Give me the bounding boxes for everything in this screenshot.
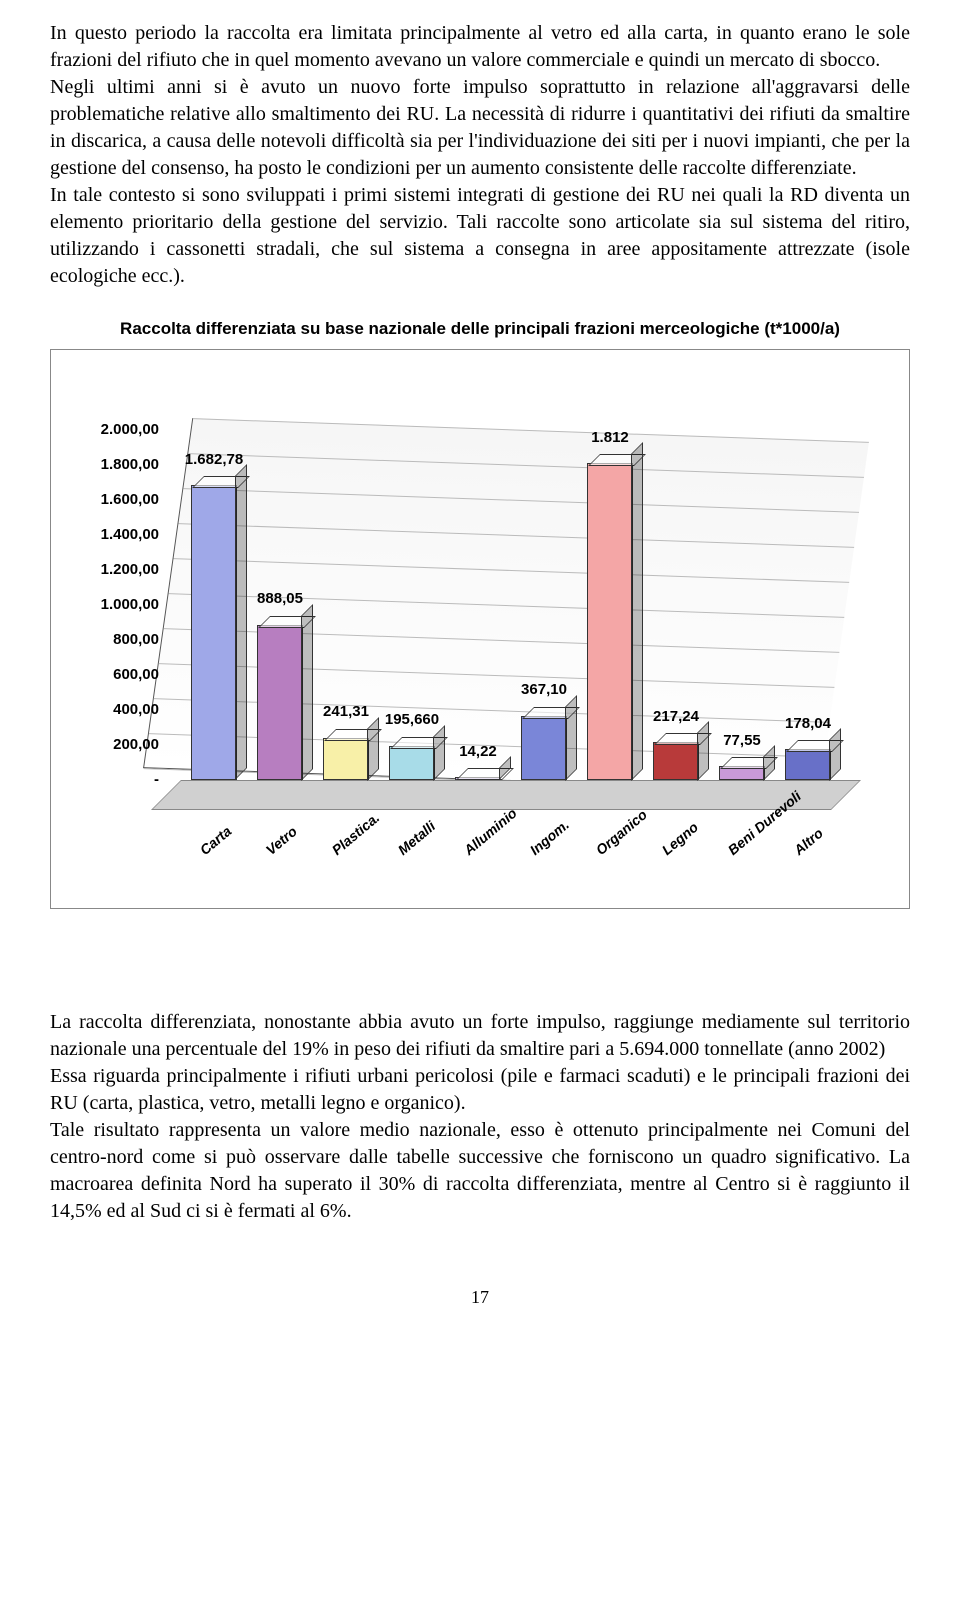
chart-bars-container: 1.682,78888,05241,31195,66014,22367,101.… [191, 430, 871, 780]
chart-bar [191, 485, 237, 779]
chart-bar [587, 463, 633, 780]
chart-bar-value-label: 195,660 [352, 710, 472, 730]
chart-x-tick: Plastica. [328, 808, 384, 859]
chart-bar-value-label: 77,55 [682, 731, 802, 751]
paragraph-4: La raccolta differenziata, nonostante ab… [50, 1009, 910, 1063]
chart-bar-value-label: 1.682,78 [154, 450, 274, 470]
chart-y-tick: 1.000,00 [59, 595, 159, 615]
chart-x-tick: Ingom. [526, 815, 573, 859]
chart-x-axis: CartaVetroPlastica.MetalliAlluminioIngom… [181, 810, 881, 890]
chart-y-tick: 400,00 [59, 700, 159, 720]
paragraph-1: In questo periodo la raccolta era limita… [50, 20, 910, 74]
chart-x-tick: Vetro [262, 822, 301, 859]
chart-y-tick: 800,00 [59, 630, 159, 650]
chart-bar [455, 777, 501, 779]
chart-y-tick: 1.800,00 [59, 455, 159, 475]
chart-y-tick: 1.200,00 [59, 560, 159, 580]
chart-frame: 2.000,00 1.800,00 1.600,00 1.400,00 1.200,00… [50, 349, 910, 909]
page-number: 17 [50, 1285, 910, 1309]
chart-bar-value-label: 14,22 [418, 742, 538, 762]
chart-bar [323, 738, 369, 780]
chart-bar-value-label: 217,24 [616, 707, 736, 727]
chart-y-axis: 2.000,00 1.800,00 1.600,00 1.400,00 1.200,00… [59, 415, 159, 795]
chart-x-tick: Alluminio [460, 804, 521, 859]
chart-y-tick: 200,00 [59, 735, 159, 755]
chart-bar [719, 766, 765, 780]
paragraph-3: In tale contesto si sono sviluppati i pr… [50, 182, 910, 290]
chart-bar [785, 749, 831, 780]
chart-bar-value-label: 888,05 [220, 589, 340, 609]
paragraph-6: Tale risultato rappresenta un valore med… [50, 1117, 910, 1225]
chart-x-tick: Altro [790, 824, 827, 859]
chart-y-tick: 1.400,00 [59, 525, 159, 545]
chart-x-tick: Organico [592, 805, 651, 859]
chart-bar [521, 716, 567, 780]
chart-y-tick: 600,00 [59, 665, 159, 685]
chart-y-tick: 2.000,00 [59, 420, 159, 440]
chart-bar-value-label: 178,04 [748, 714, 868, 734]
paragraph-2: Negli ultimi anni si è avuto un nuovo fo… [50, 74, 910, 182]
chart-title: Raccolta differenziata su base nazionale… [50, 318, 910, 341]
chart-x-tick: Legno [658, 818, 702, 859]
chart-y-tick: - [59, 770, 159, 790]
chart-x-tick: Carta [196, 822, 236, 859]
paragraph-5: Essa riguarda principalmente i rifiuti u… [50, 1063, 910, 1117]
chart-bar-value-label: 367,10 [484, 680, 604, 700]
chart-x-tick: Metalli [394, 817, 440, 859]
chart-bar-value-label: 1.812 [550, 428, 670, 448]
chart-y-tick: 1.600,00 [59, 490, 159, 510]
